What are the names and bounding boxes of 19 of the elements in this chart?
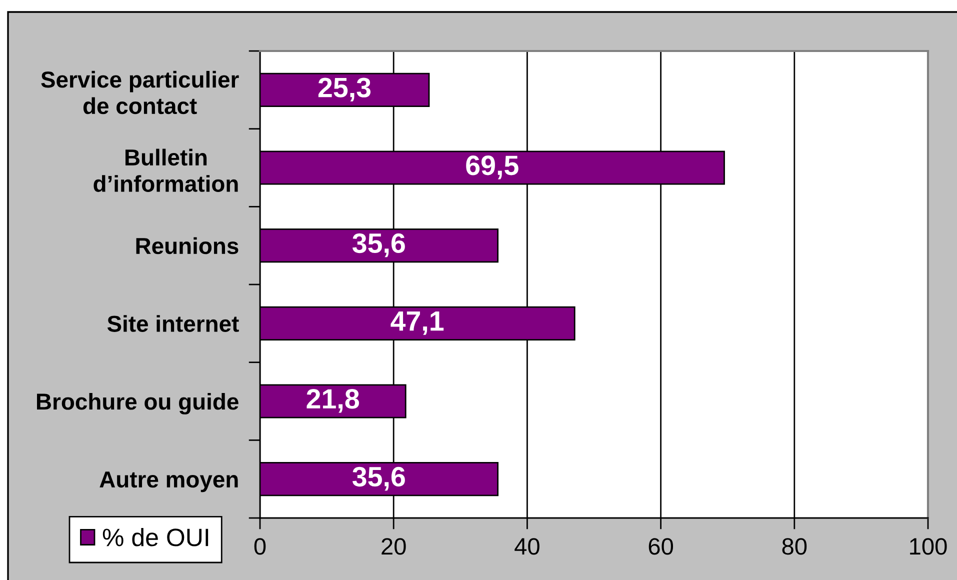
- legend-label: % de OUI: [102, 528, 208, 546]
- data-label: 69,5: [466, 156, 518, 180]
- x-tick-label: 80: [782, 538, 807, 555]
- data-label: 47,1: [390, 311, 444, 335]
- y-tick-label: Site internet: [107, 315, 239, 332]
- x-tick-label: 60: [648, 538, 674, 555]
- y-tick-label: Brochure ou guide: [37, 392, 238, 414]
- x-tick-label: 20: [382, 538, 406, 555]
- data-label: 21,8: [306, 389, 359, 413]
- x-tick-label: 0: [254, 538, 266, 555]
- y-tick-label: Service particulier de contact: [41, 70, 239, 114]
- y-tick-label: Autre moyen: [100, 472, 238, 492]
- y-tick-label: Bulletin d’information: [94, 148, 238, 192]
- x-tick-label: 40: [514, 538, 540, 555]
- data-label: 25,3: [318, 78, 371, 102]
- data-label: 35,6: [352, 233, 405, 258]
- y-tick-label: Reunions: [136, 237, 238, 254]
- x-tick-label: 100: [910, 538, 947, 555]
- data-label: 35,6: [352, 466, 405, 491]
